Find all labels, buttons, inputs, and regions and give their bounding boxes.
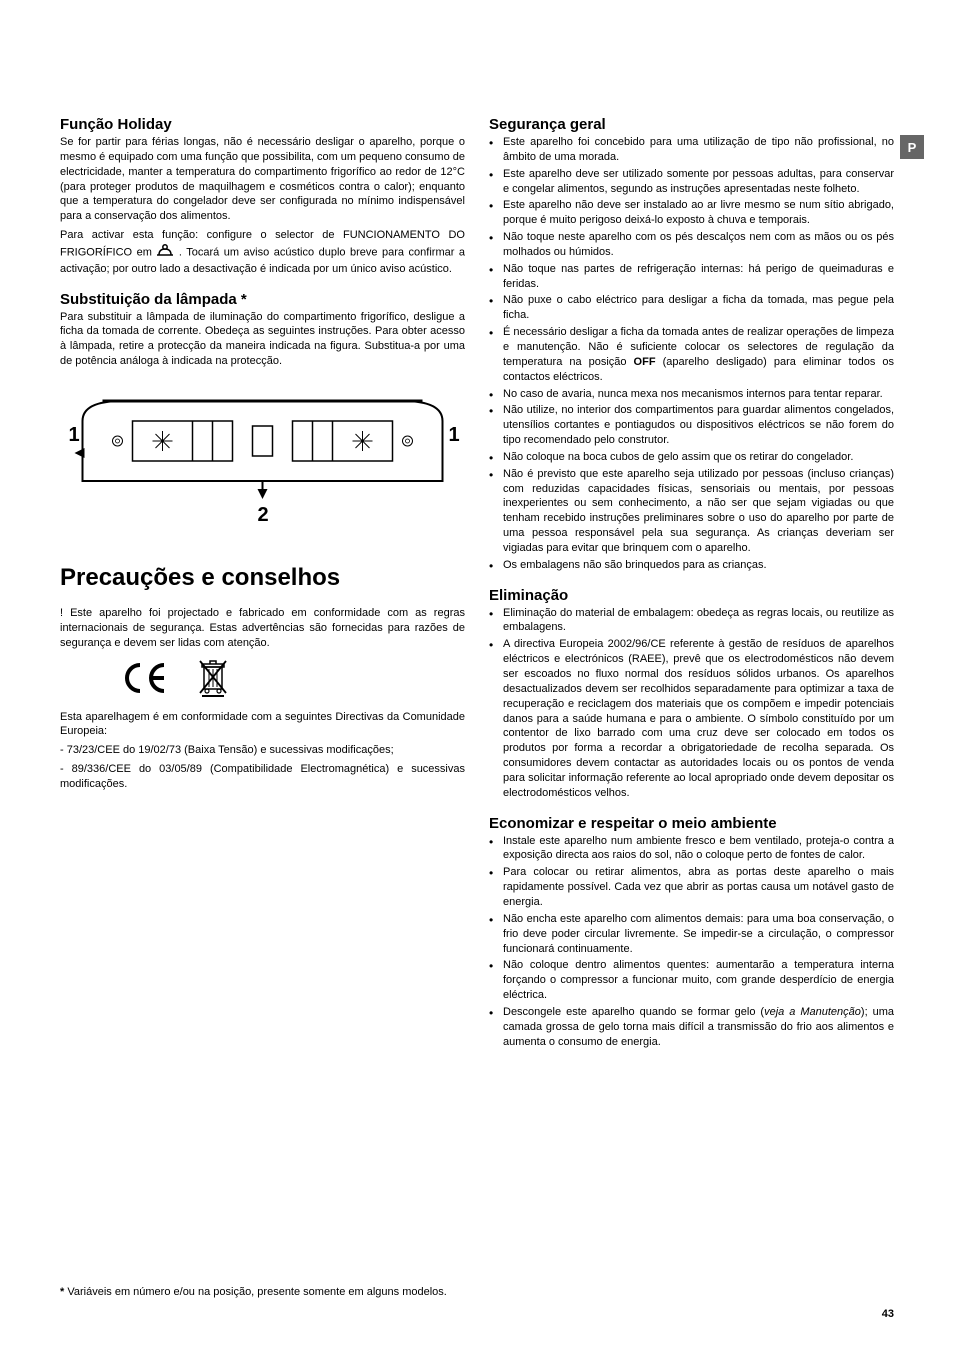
weee-bin-icon <box>198 659 228 702</box>
precautions-intro: ! Este aparelho foi projectado e fabrica… <box>60 606 465 651</box>
heading-environment: Economizar e respeitar o meio ambiente <box>489 815 894 832</box>
environment-item: Não encha este aparelho com alimentos de… <box>489 912 894 957</box>
ce-mark-icon <box>120 661 168 700</box>
conformity-text-2: - 73/23/CEE do 19/02/73 (Baixa Tensão) e… <box>60 743 465 758</box>
compliance-icons <box>60 659 465 702</box>
page-language-tab: P <box>900 135 924 159</box>
safety-item: Este aparelho deve ser utilizado somente… <box>489 167 894 197</box>
left-column: Função Holiday Se for partir para férias… <box>60 110 465 1051</box>
holiday-mode-icon <box>156 243 174 262</box>
heading-holiday: Função Holiday <box>60 116 465 133</box>
diagram-label-1-right: 1 <box>449 424 460 446</box>
disposal-list: Eliminação do material de embalagem: obe… <box>489 606 894 801</box>
content-columns: Função Holiday Se for partir para férias… <box>60 110 894 1051</box>
disposal-item: Eliminação do material de embalagem: obe… <box>489 606 894 636</box>
heading-lamp: Substituição da lâmpada * <box>60 291 465 308</box>
holiday-paragraph-2: Para activar esta função: configure o se… <box>60 228 465 277</box>
right-column: Segurança geral Este aparelho foi conceb… <box>489 110 894 1051</box>
safety-item: Não utilize, no interior dos compartimen… <box>489 403 894 448</box>
heading-precautions: Precauções e conselhos <box>60 564 465 592</box>
page-number: 43 <box>882 1308 894 1320</box>
safety-item: Não é previsto que este aparelho seja ut… <box>489 467 894 556</box>
conformity-text-1: Esta aparelhagem é em conformidade com a… <box>60 710 465 740</box>
footnote-text: * Variáveis em número e/ou na posição, p… <box>60 1285 460 1300</box>
safety-item: É necessário desligar a ficha da tomada … <box>489 325 894 384</box>
lamp-diagram: 1 1 2 <box>60 381 465 546</box>
disposal-item: A directiva Europeia 2002/96/CE referent… <box>489 637 894 800</box>
safety-item: Este aparelho não deve ser instalado ao … <box>489 198 894 228</box>
footnote-area: * Variáveis em número e/ou na posição, p… <box>60 1277 460 1300</box>
holiday-paragraph-1: Se for partir para férias longas, não é … <box>60 135 465 224</box>
safety-item: Não puxe o cabo eléctrico para desligar … <box>489 293 894 323</box>
environment-item: Descongele este aparelho quando se forma… <box>489 1005 894 1050</box>
safety-item: No caso de avaria, nunca mexa nos mecani… <box>489 387 894 402</box>
diagram-label-2: 2 <box>258 504 269 526</box>
safety-item: Este aparelho foi concebido para uma uti… <box>489 135 894 165</box>
safety-list: Este aparelho foi concebido para uma uti… <box>489 135 894 573</box>
conformity-text-3: - 89/336/CEE do 03/05/89 (Compatibilidad… <box>60 762 465 792</box>
safety-item: Não toque nas partes de refrigeração int… <box>489 262 894 292</box>
environment-item: Instale este aparelho num ambiente fresc… <box>489 834 894 864</box>
environment-list: Instale este aparelho num ambiente fresc… <box>489 834 894 1050</box>
safety-item: Os embalagens não são brinquedos para as… <box>489 558 894 573</box>
environment-item: Não coloque dentro alimentos quentes: au… <box>489 958 894 1003</box>
diagram-label-1-left: 1 <box>69 424 80 446</box>
heading-safety: Segurança geral <box>489 116 894 133</box>
heading-disposal: Eliminação <box>489 587 894 604</box>
safety-item: Não toque neste aparelho com os pés desc… <box>489 230 894 260</box>
lamp-paragraph: Para substituir a lâmpada de iluminação … <box>60 310 465 369</box>
safety-item: Não coloque na boca cubos de gelo assim … <box>489 450 894 465</box>
footnote-content: Variáveis em número e/ou na posição, pre… <box>67 1286 447 1298</box>
environment-item: Para colocar ou retirar alimentos, abra … <box>489 865 894 910</box>
